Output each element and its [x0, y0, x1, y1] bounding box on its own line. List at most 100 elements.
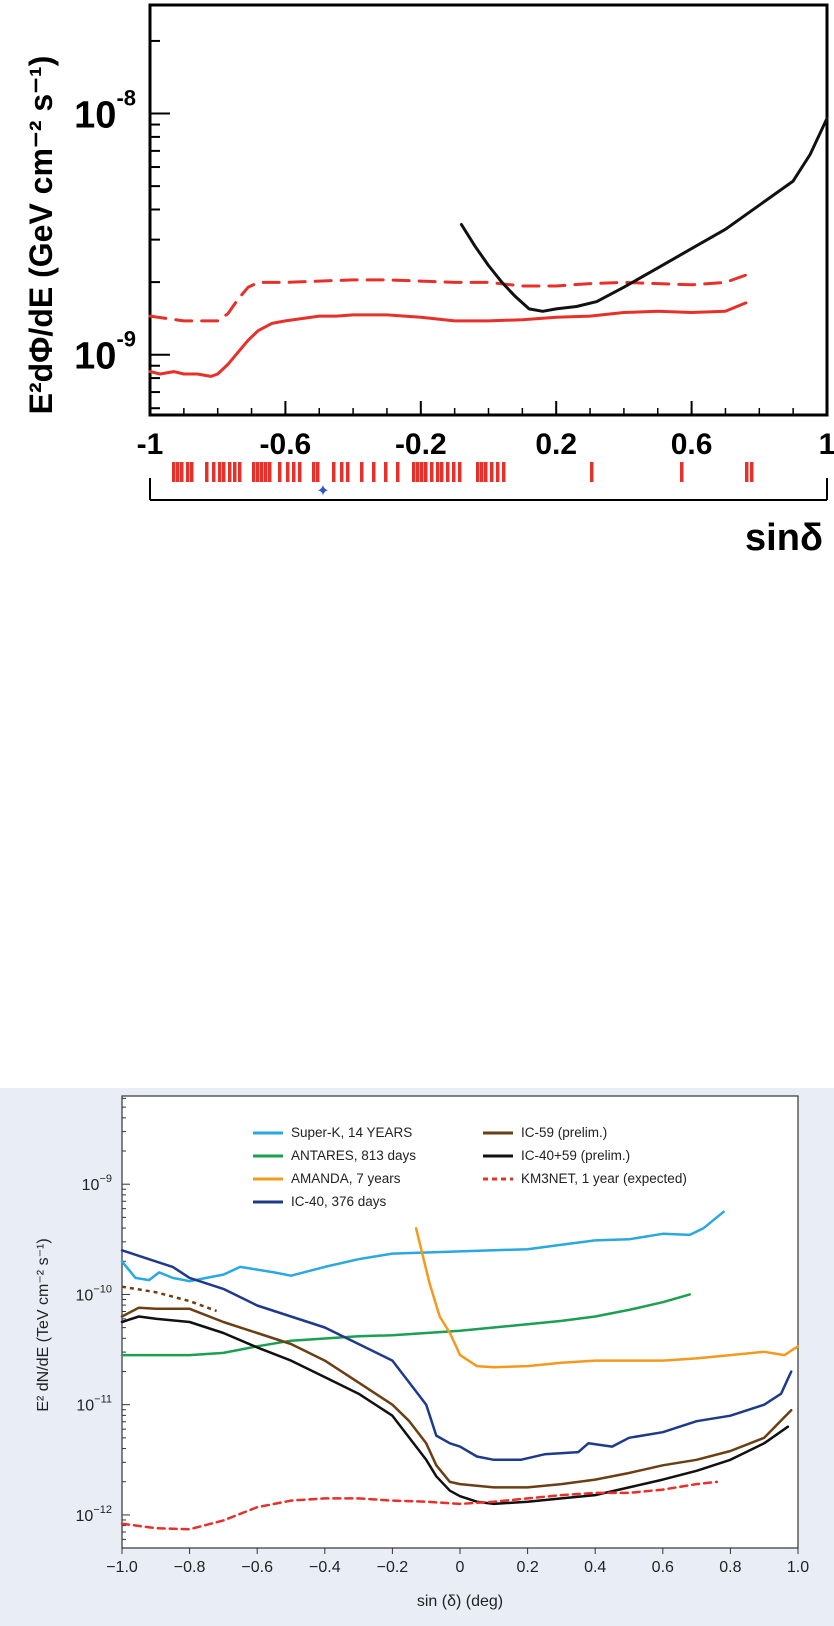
top-sensitivity-chart: -1 -0.6 -0.2 0.2 0.6 1 10-8 10-9 E²dΦ/dE (GeV …	[23, 3, 834, 559]
top-event-mark	[260, 462, 264, 482]
bottom-series-line-6	[120, 1480, 719, 1531]
top-event-mark	[286, 462, 290, 482]
bottom-series-lines	[120, 1210, 800, 1531]
bottom-y-minor-ticks	[122, 1097, 130, 1540]
top-event-mark	[496, 462, 500, 482]
top-x-tick-label: -0.6	[260, 428, 312, 461]
bottom-x-tick-label: −0.2	[377, 1559, 409, 1576]
top-event-mark	[205, 462, 209, 482]
top-event-mark	[490, 462, 494, 482]
bottom-y-decade-label: 10−12	[76, 1504, 112, 1525]
top-event-mark	[346, 462, 350, 482]
top-event-mark	[340, 462, 344, 482]
top-y-axis-label: E²dΦ/dE (GeV cm⁻² s⁻¹)	[23, 56, 59, 415]
top-event-mark	[458, 462, 462, 482]
bottom-y-decade-label: 10−11	[76, 1394, 112, 1415]
top-event-mark	[446, 462, 450, 482]
top-event-mark	[312, 462, 316, 482]
bottom-extra-line-0	[121, 1285, 218, 1313]
legend-label: IC-59 (prelim.)	[521, 1125, 607, 1140]
legend-label: ANTARES, 813 days	[291, 1148, 416, 1163]
bottom-x-tick-label: 0.8	[719, 1559, 741, 1576]
top-event-mark	[396, 462, 400, 482]
top-event-star-icon: ✦	[316, 483, 329, 500]
top-x-tick-label: 0.2	[535, 428, 577, 461]
top-x-tick-label: -1	[137, 428, 164, 461]
top-event-mark	[332, 462, 336, 482]
top-event-mark	[384, 462, 388, 482]
legend-label: KM3NET, 1 year (expected)	[521, 1171, 687, 1186]
bottom-y-decade-labels: 10−9 10−10 10−11 10−12	[76, 1173, 112, 1525]
top-event-mark	[430, 462, 434, 482]
top-event-mark	[278, 462, 282, 482]
top-event-mark	[420, 462, 424, 482]
top-event-mark	[316, 462, 320, 482]
bottom-x-tick-label: −1.0	[106, 1559, 138, 1576]
top-event-mark	[180, 462, 184, 482]
top-event-mark	[372, 462, 376, 482]
top-event-mark	[745, 462, 749, 482]
bottom-sensitivity-chart: −1.0 −0.8 −0.6 −0.4 −0.2 0 0.2 0.4 0.6 0.8 1.0 10−…	[0, 1088, 834, 1626]
bottom-y-decade-label: 10−9	[82, 1173, 112, 1194]
bottom-x-ticks: −1.0 −0.8 −0.6 −0.4 −0.2 0 0.2 0.4 0.6 0.8 1.0	[106, 1548, 809, 1576]
top-x-tick-label: 0.6	[671, 428, 713, 461]
top-event-mark	[186, 462, 190, 482]
top-event-mark	[292, 462, 296, 482]
top-event-mark	[298, 462, 302, 482]
bottom-x-tick-label: 1.0	[787, 1559, 809, 1576]
top-event-mark	[484, 462, 488, 482]
top-plot-frame	[148, 3, 829, 417]
legend-label: IC-40+59 (prelim.)	[521, 1148, 630, 1163]
bottom-x-tick-label: −0.4	[309, 1559, 341, 1576]
legend-label: Super-K, 14 YEARS	[291, 1125, 412, 1140]
bottom-x-tick-label: −0.8	[174, 1559, 206, 1576]
top-event-mark	[268, 462, 272, 482]
top-y-minor-ticks	[150, 39, 170, 410]
top-series-line-0	[148, 301, 748, 378]
bottom-y-decade-label: 10−10	[76, 1283, 112, 1304]
top-event-mark	[360, 462, 364, 482]
top-event-mark	[680, 462, 684, 482]
top-y-decade-label: 10-9	[74, 327, 136, 378]
bottom-x-tick-label: −0.6	[241, 1559, 273, 1576]
bottom-series-line-5	[120, 1315, 790, 1506]
top-series-lines	[148, 116, 829, 378]
top-event-strip: ✦	[149, 462, 828, 501]
bottom-series-line-2	[414, 1227, 800, 1369]
top-event-mark	[176, 462, 180, 482]
legend-label: AMANDA, 7 years	[291, 1171, 401, 1186]
top-event-mark	[412, 462, 416, 482]
bottom-series-line-3	[120, 1249, 793, 1462]
top-x-tick-label: -0.2	[395, 428, 447, 461]
top-event-mark	[212, 462, 216, 482]
bottom-series-line-0	[120, 1210, 725, 1283]
bottom-x-tick-label: 0.4	[584, 1559, 606, 1576]
bottom-x-tick-label: 0.2	[516, 1559, 538, 1576]
top-y-decade-label: 10-8	[74, 86, 136, 137]
top-event-mark	[228, 462, 232, 482]
top-event-mark	[452, 462, 456, 482]
top-event-mark	[238, 462, 242, 482]
top-event-mark	[750, 462, 754, 482]
bottom-series-line-4	[120, 1306, 793, 1489]
legend-label: IC-40, 376 days	[291, 1194, 387, 1209]
bottom-legend: Super-K, 14 YEARS ANTARES, 813 days AMANDA…	[253, 1125, 687, 1209]
top-event-marks	[172, 462, 754, 482]
top-event-mark	[256, 462, 260, 482]
bottom-x-tick-label: 0	[456, 1559, 465, 1576]
top-event-mark	[218, 462, 222, 482]
top-series-line-2	[459, 116, 829, 313]
top-event-mark	[190, 462, 194, 482]
top-event-mark	[264, 462, 268, 482]
bottom-series-line-1	[120, 1293, 692, 1357]
top-event-mark	[424, 462, 428, 482]
bottom-y-axis-label: E² dN/dE (TeV cm⁻² s⁻¹)	[35, 1238, 52, 1411]
top-series-line-1	[148, 273, 748, 323]
top-event-mark	[222, 462, 226, 482]
top-event-mark	[590, 462, 594, 482]
top-event-mark	[440, 462, 444, 482]
bottom-x-axis-label: sin (δ) (deg)	[417, 1593, 503, 1610]
top-event-mark	[502, 462, 506, 482]
top-event-mark	[476, 462, 480, 482]
top-event-mark	[480, 462, 484, 482]
